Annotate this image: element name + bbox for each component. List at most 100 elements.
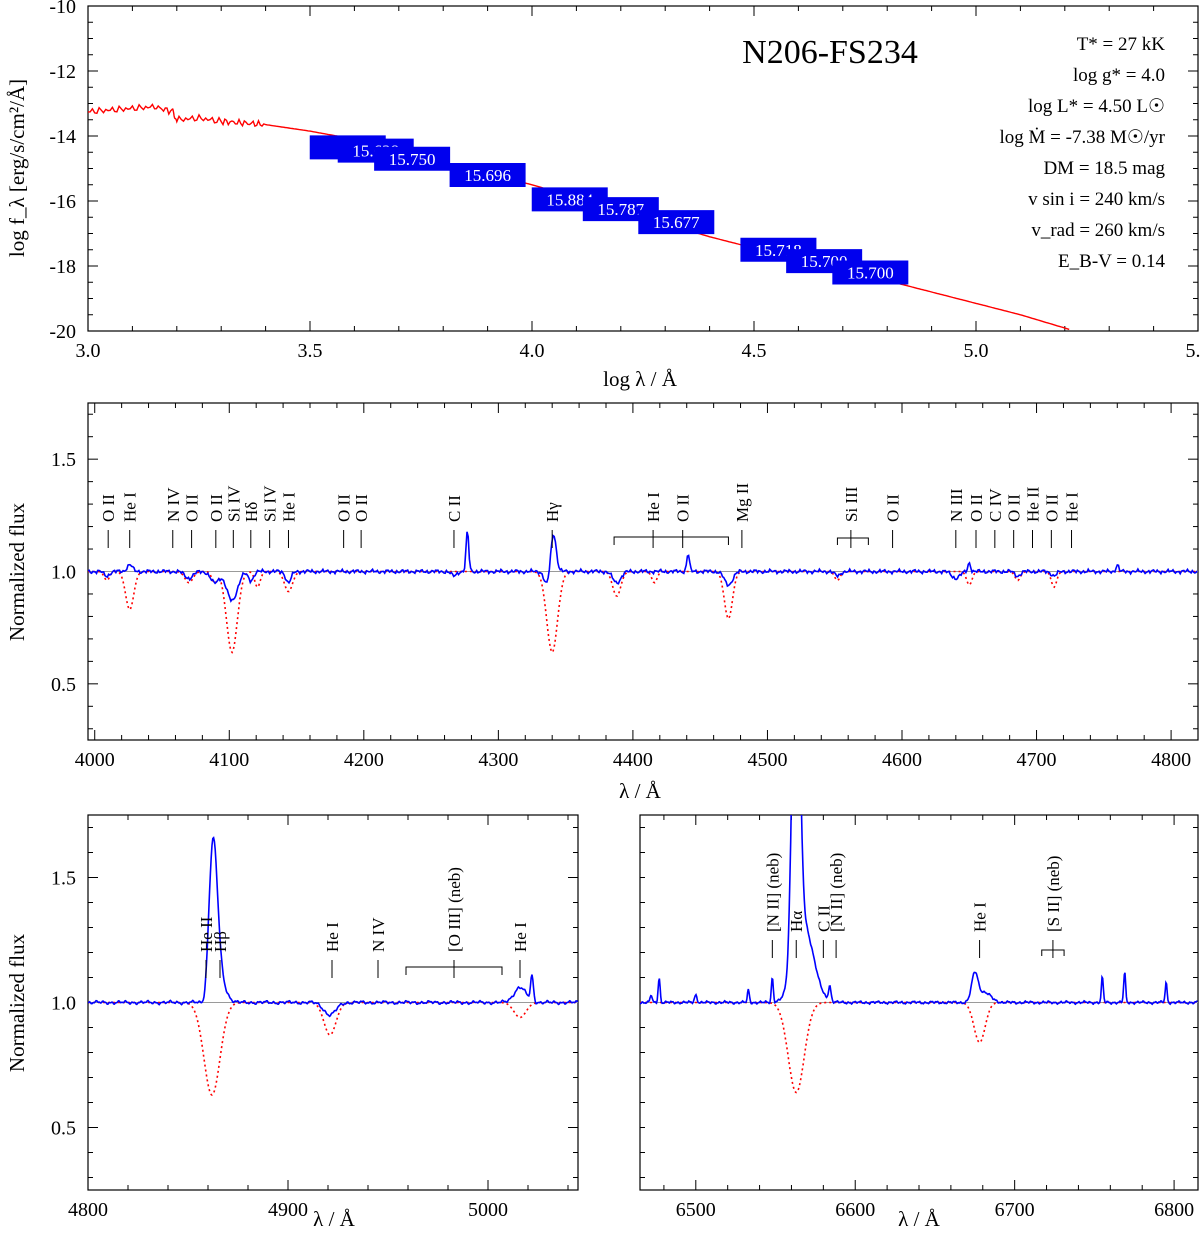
sed-x-label: log λ / Å <box>603 367 678 391</box>
x-tick-label: 5.5 <box>1186 340 1200 362</box>
line-id-label: He II <box>197 916 216 952</box>
line-id-label: He I <box>279 492 298 522</box>
line-id-label: He I <box>511 922 530 952</box>
photometry-magnitude: 15.750 <box>389 150 436 169</box>
line-id-label: Hδ <box>242 502 261 522</box>
observed-spectrum <box>88 531 1198 603</box>
line-id-label: O II <box>674 494 693 522</box>
line-id-label: Mg II <box>733 482 752 522</box>
line-id-label: O II <box>967 494 986 522</box>
line-id-label: Si IV <box>224 485 243 522</box>
halpha-line-ids: [N II] (neb) Hα C II[N II] (neb) He I [S II]… <box>763 853 1065 958</box>
blend-bracket <box>836 537 869 545</box>
photometry-box <box>638 210 715 235</box>
line-id-label: O II <box>207 494 226 522</box>
blend-bracket <box>613 536 729 545</box>
x-tick-label: 4600 <box>882 749 922 771</box>
sii-bracket <box>1041 949 1065 956</box>
line-id-label: O II <box>1042 494 1061 522</box>
line-id-label: N IV <box>164 487 183 522</box>
y-tick-label: 1.5 <box>51 449 76 471</box>
halpha-panel: 6500 6600 6700 6800 [N II] (neb) Hα C II[N II… <box>639 814 1199 1231</box>
y-tick-label: 0.5 <box>51 674 76 696</box>
observed-spectrum <box>640 815 1198 1006</box>
sed-ticks: 3.0 3.5 4.0 4.5 5.0 5.5 -10 -12 -14 -16 -18 -20 <box>49 0 1200 362</box>
param-dm: DM = 18.5 mag <box>1043 158 1165 179</box>
x-tick-label: 5.0 <box>964 340 989 362</box>
x-tick-label: 3.0 <box>76 340 101 362</box>
y-tick-label: -18 <box>49 256 76 278</box>
line-id-label: [N II] (neb) <box>763 853 782 932</box>
x-tick-label: 4100 <box>209 749 249 771</box>
y-tick-label: 1.0 <box>51 562 76 584</box>
x-tick-label: 4800 <box>1151 749 1191 771</box>
blue-spectrum-data <box>88 531 1198 654</box>
star-name-title: N206-FS234 <box>742 34 918 71</box>
x-tick-label: 6600 <box>835 1199 875 1221</box>
sed-panel: 3.03.54.04.55.05.5-10-12-14-16-18-20 141… <box>5 0 1200 391</box>
line-id-label: O II <box>183 494 202 522</box>
line-id-label: O II <box>884 494 903 522</box>
line-id-label: He I <box>971 902 990 932</box>
line-id-label: [S II] (neb) <box>1044 856 1063 932</box>
line-id-label: [N II] (neb) <box>827 853 846 932</box>
param-mdot: log Ṁ = -7.38 M☉/yr <box>1000 127 1166 148</box>
line-id-label: Si IV <box>261 485 280 522</box>
line-id-label: Hα <box>787 911 806 932</box>
line-id-label: O II <box>352 494 371 522</box>
x-tick-label: 6500 <box>676 1199 716 1221</box>
photometry-box <box>832 260 909 285</box>
line-id-label: Hβ <box>211 931 230 952</box>
model-spectrum-dotted <box>88 570 1198 654</box>
model-spectrum-dotted <box>640 1001 1198 1094</box>
photometry-magnitude: 15.677 <box>653 213 700 232</box>
blue-spectrum-x-label: λ / Å <box>619 779 662 803</box>
x-tick-label: 4.0 <box>520 340 545 362</box>
x-tick-label: 4000 <box>75 749 115 771</box>
blue-spectrum-y-label: Normalized flux <box>5 502 29 641</box>
y-tick-label: -12 <box>49 61 76 83</box>
param-ebv: E_B-V = 0.14 <box>1058 251 1165 272</box>
line-id-label: C IV <box>986 488 1005 522</box>
x-tick-label: 4700 <box>1017 749 1057 771</box>
line-id-label: C II <box>814 905 833 932</box>
halpha-x-label: λ / Å <box>898 1207 941 1231</box>
line-id-label: Hγ <box>543 502 562 522</box>
x-tick-label: 6800 <box>1154 1199 1194 1221</box>
x-tick-label: 4300 <box>478 749 518 771</box>
photometry-box <box>374 146 451 171</box>
x-tick-label: 6700 <box>995 1199 1035 1221</box>
sed-data: 1415.62815.75015.69615.88415.78715.67715… <box>87 103 1070 331</box>
blue-spectrum-panel: 4000 4100 4200 4300 4400 4500 4600 4700 4800 0.5 1… <box>5 402 1199 803</box>
x-tick-label: 4200 <box>344 749 384 771</box>
x-tick-label: 4400 <box>613 749 653 771</box>
line-id-label: He I <box>1063 492 1082 522</box>
y-tick-label: -20 <box>49 321 76 343</box>
x-tick-label: 5000 <box>468 1199 508 1221</box>
y-tick-label: -16 <box>49 191 76 213</box>
sed-frame <box>87 5 1199 332</box>
x-tick-label: 4500 <box>747 749 787 771</box>
x-tick-label: 4.5 <box>742 340 767 362</box>
param-logg: log g* = 4.0 <box>1073 65 1165 86</box>
line-id-label: O II <box>335 494 354 522</box>
line-id-label: O II <box>99 494 118 522</box>
observed-spectrum <box>88 836 578 1018</box>
line-id-label: He II <box>1024 486 1043 522</box>
hbeta-data <box>88 836 578 1096</box>
hbeta-ticks: 4800 4900 5000 0.5 1.0 1.5 <box>51 815 578 1221</box>
line-id-label: N III <box>947 488 966 522</box>
oiii-bracket <box>405 966 503 975</box>
x-tick-label: 4800 <box>68 1199 108 1221</box>
stellar-parameters: T* = 27 kK log g* = 4.0 log L* = 4.50 L☉… <box>1000 34 1166 272</box>
line-id-label: He I <box>121 492 140 522</box>
hbeta-x-label: λ / Å <box>313 1207 356 1231</box>
x-tick-label: 4900 <box>268 1199 308 1221</box>
line-id-label: O II <box>1005 494 1024 522</box>
x-tick-label: 3.5 <box>298 340 323 362</box>
y-tick-label: 1.0 <box>51 993 76 1015</box>
model-sed-curve <box>87 103 1070 331</box>
line-id-label: He I <box>323 922 342 952</box>
